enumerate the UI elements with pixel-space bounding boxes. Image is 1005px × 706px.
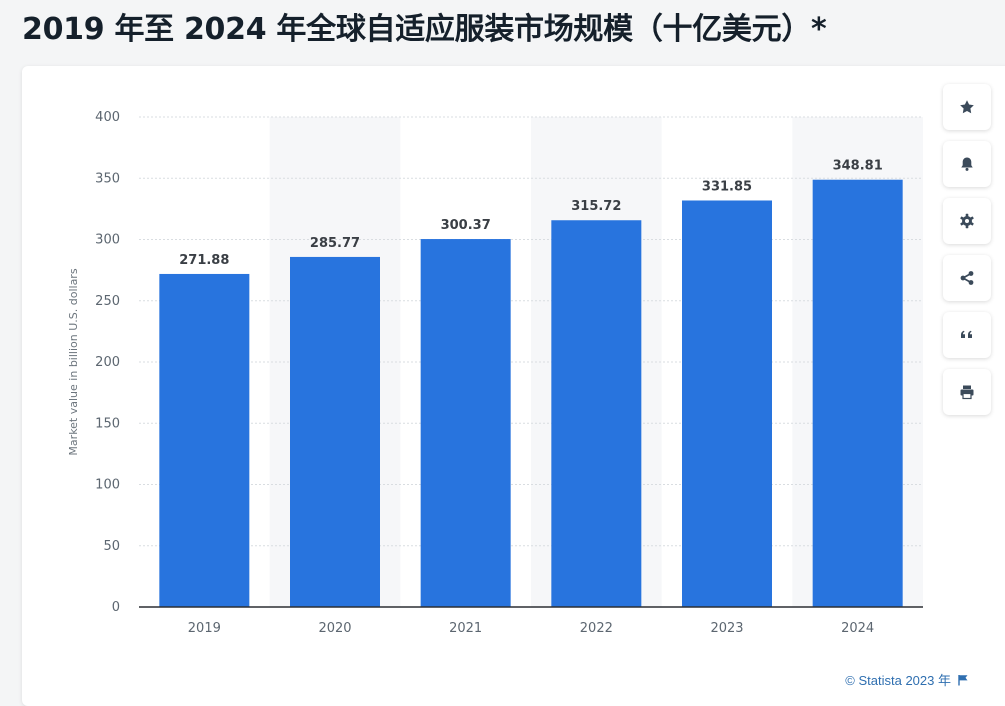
bar <box>420 239 511 607</box>
bar <box>551 220 642 608</box>
y-tick-label: 350 <box>95 171 120 186</box>
bar-value-label: 315.72 <box>571 199 621 214</box>
bar-value-label: 300.37 <box>441 218 491 233</box>
y-tick-label: 50 <box>103 539 120 554</box>
bar-value-label: 348.81 <box>833 159 883 174</box>
print-button[interactable] <box>943 369 991 415</box>
bar <box>812 179 903 607</box>
x-tick-label: 2021 <box>449 621 482 636</box>
statista-credit-link[interactable]: © Statista 2023 年 <box>845 673 951 688</box>
x-tick-label: 2022 <box>580 621 613 636</box>
y-tick-label: 400 <box>95 110 120 125</box>
share-icon <box>960 271 974 285</box>
flag-icon[interactable] <box>957 674 969 686</box>
gear-icon <box>960 213 974 229</box>
y-axis-title: Market value in billion U.S. dollars <box>67 268 80 455</box>
x-tick-label: 2023 <box>710 621 743 636</box>
share-button[interactable] <box>943 255 991 301</box>
page-title: 2019 年至 2024 年全球自适应服装市场规模（十亿美元）* <box>22 12 827 47</box>
footer: © Statista 2023 年 <box>845 670 969 689</box>
quote-icon <box>961 330 972 338</box>
settings-button[interactable] <box>943 198 991 244</box>
x-tick-label: 2019 <box>188 621 221 636</box>
bar-value-label: 271.88 <box>179 253 229 268</box>
bar <box>290 256 380 607</box>
y-tick-label: 150 <box>95 416 120 431</box>
bar-value-label: 331.85 <box>702 179 752 194</box>
notification-button[interactable] <box>943 141 991 187</box>
star-icon <box>960 100 974 114</box>
x-tick-label: 2020 <box>318 621 351 636</box>
y-tick-label: 100 <box>95 478 120 493</box>
y-tick-label: 250 <box>95 294 120 309</box>
y-tick-label: 300 <box>95 233 120 248</box>
favorite-button[interactable] <box>943 84 991 130</box>
print-icon <box>960 385 974 400</box>
bar <box>159 273 250 607</box>
cite-button[interactable] <box>943 312 991 358</box>
y-tick-label: 200 <box>95 355 120 370</box>
y-tick-label: 0 <box>112 600 120 615</box>
bell-icon <box>961 157 973 171</box>
bar <box>682 200 772 607</box>
chart-toolbar <box>943 84 991 426</box>
x-tick-label: 2024 <box>841 621 874 636</box>
bar-value-label: 285.77 <box>310 236 360 251</box>
